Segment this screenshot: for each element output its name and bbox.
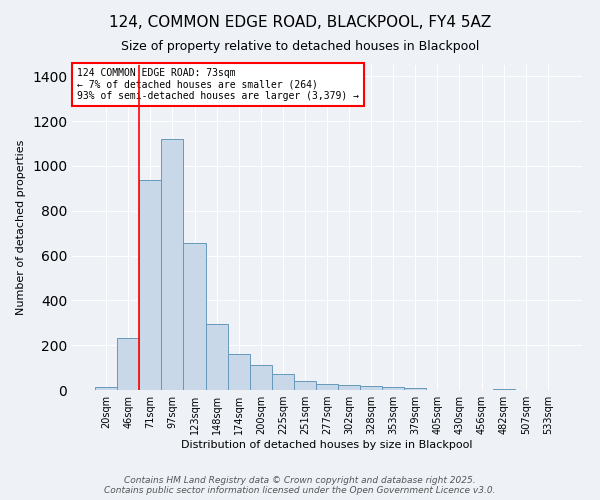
X-axis label: Distribution of detached houses by size in Blackpool: Distribution of detached houses by size …	[181, 440, 473, 450]
Bar	[404, 388, 427, 390]
Bar	[139, 180, 161, 390]
Bar	[338, 385, 360, 390]
Text: 124 COMMON EDGE ROAD: 73sqm
← 7% of detached houses are smaller (264)
93% of sem: 124 COMMON EDGE ROAD: 73sqm ← 7% of deta…	[77, 68, 359, 102]
Text: Contains HM Land Registry data © Crown copyright and database right 2025.
Contai: Contains HM Land Registry data © Crown c…	[104, 476, 496, 495]
Text: 124, COMMON EDGE ROAD, BLACKPOOL, FY4 5AZ: 124, COMMON EDGE ROAD, BLACKPOOL, FY4 5A…	[109, 15, 491, 30]
Bar	[360, 386, 382, 390]
Bar	[272, 374, 294, 390]
Bar	[161, 139, 184, 390]
Bar	[493, 389, 515, 390]
Bar	[250, 366, 272, 390]
Bar	[184, 243, 206, 390]
Bar	[117, 338, 139, 390]
Bar	[316, 384, 338, 390]
Bar	[294, 381, 316, 390]
Bar	[95, 386, 117, 390]
Y-axis label: Number of detached properties: Number of detached properties	[16, 140, 26, 315]
Text: Size of property relative to detached houses in Blackpool: Size of property relative to detached ho…	[121, 40, 479, 53]
Bar	[382, 388, 404, 390]
Bar	[227, 354, 250, 390]
Bar	[206, 324, 227, 390]
